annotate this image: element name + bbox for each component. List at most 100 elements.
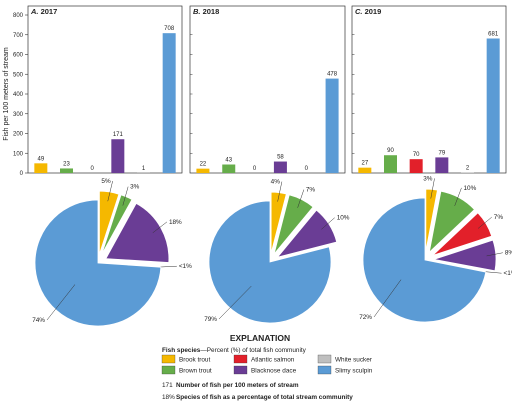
bar-value-label-slimy-sculpin: 681 — [488, 32, 499, 38]
pie-label-slimy-sculpin: 79% — [204, 316, 217, 323]
pie-leader-slimy-sculpin — [46, 284, 76, 321]
pie-label-white-sucker: <1% — [504, 270, 512, 277]
legend-label-slimy-sculpin: Slimy sculpin — [335, 368, 373, 375]
pie-leader-brook-trout — [277, 181, 283, 202]
bar-value-label-blacknose-dace: 79 — [438, 150, 445, 156]
pie-leader-slimy-sculpin — [373, 279, 402, 318]
swatch-white-sucker — [317, 354, 332, 364]
y-tick-label: 300 — [13, 112, 24, 118]
swatch-atlantic-salmon — [233, 354, 248, 364]
pie-leader-white-sucker — [160, 265, 177, 268]
y-tick-label: 700 — [13, 33, 24, 39]
pie-leader-blacknose-dace — [486, 252, 503, 257]
bar-blacknose-dace — [111, 139, 125, 173]
pie-slice-brook-trout — [99, 190, 120, 255]
pie-slice-brown-trout — [428, 190, 476, 254]
pie-slice-slimy-sculpin — [34, 199, 162, 327]
pie-label-brown-trout: 7% — [306, 187, 316, 194]
legend-label-brook-trout: Brook trout — [179, 357, 210, 364]
swatch-slimy-sculpin — [317, 365, 332, 375]
bar-value-label-brown-trout: 90 — [387, 148, 394, 154]
explanation-subtitle-rest: —Percent (%) of total fish community — [200, 347, 306, 354]
y-tick-label: 400 — [13, 92, 24, 98]
bar-panel-2018: B. 2018 22 43 0 58 0 478 — [189, 5, 346, 174]
bar-value-label-blacknose-dace: 58 — [277, 155, 284, 161]
bar-brown-trout — [384, 155, 397, 173]
explanation-note2-text: Species of fish as a percentage of total… — [176, 394, 353, 401]
bar-atlantic-salmon — [409, 159, 423, 173]
pie-leader-brown-trout — [297, 189, 305, 208]
pie-label-slimy-sculpin: 72% — [359, 314, 372, 321]
bar-value-label-blacknose-dace: 171 — [113, 132, 124, 138]
pie-label-atlantic-salmon: 7% — [494, 214, 504, 221]
panel-title: C. 2019 — [355, 7, 381, 16]
panel-year: 2019 — [365, 7, 382, 16]
bar-value-label-white-sucker: 0 — [305, 166, 309, 172]
bar-brown-trout — [60, 168, 73, 173]
explanation-subtitle-bold: Fish species — [162, 347, 201, 354]
bar-value-label-brown-trout: 23 — [63, 161, 70, 167]
pie-charts: 5% 3% 18% <1% 74% 4% 7% 10% 79% 3% 10% 7% 8% <1% 72% — [32, 175, 512, 327]
y-tick-label: 500 — [13, 72, 24, 78]
pie-leader-brook-trout — [107, 180, 113, 202]
pie-leader-brown-trout — [454, 187, 462, 206]
pie-2017: 5% 3% 18% <1% 74% — [32, 178, 192, 327]
pie-label-blacknose-dace: 18% — [169, 219, 182, 226]
bar-blacknose-dace — [435, 157, 449, 173]
legend-label-blacknose-dace: Blacknose dace — [251, 368, 297, 375]
pie-slice-brown-trout — [273, 194, 314, 255]
bar-brook-trout — [358, 167, 372, 173]
bar-slimy-sculpin — [162, 33, 176, 173]
legend-label-brown-trout: Brown trout — [179, 368, 212, 375]
y-axis-label: Fish per 100 meters of stream — [3, 47, 10, 141]
explanation-note1-text: Number of fish per 100 meters of stream — [176, 382, 299, 389]
y-tick-label: 600 — [13, 53, 24, 59]
bar-blacknose-dace — [273, 161, 287, 173]
bar-value-label-atlantic-salmon: 70 — [413, 152, 420, 158]
bar-value-label-slimy-sculpin: 478 — [327, 72, 338, 78]
y-tick-label: 200 — [13, 132, 24, 138]
pie-leader-brown-trout — [122, 186, 129, 206]
bar-brook-trout — [196, 168, 210, 173]
panel-letter: A. — [30, 7, 41, 16]
pie-slice-slimy-sculpin — [208, 200, 332, 324]
pie-slice-atlantic-salmon — [432, 212, 493, 256]
y-tick-label: 800 — [13, 13, 24, 19]
pie-slice-blacknose-dace — [433, 239, 497, 272]
pie-label-blacknose-dace: 10% — [337, 215, 350, 222]
pie-slice-blacknose-dace — [105, 202, 170, 263]
explanation-subtitle: Fish species—Percent (%) of total fish c… — [162, 347, 307, 354]
bar-value-label-atlantic-salmon: 0 — [90, 166, 94, 172]
pie-label-slimy-sculpin: 74% — [32, 317, 45, 324]
bar-panel-2019: C. 2019 27 90 70 79 2 681 — [351, 5, 507, 174]
explanation: EXPLANATION Fish species—Percent (%) of … — [161, 333, 373, 401]
bar-value-label-brook-trout: 22 — [200, 162, 207, 168]
pie-2018: 4% 7% 10% 79% — [204, 179, 350, 324]
pie-label-brown-trout: 3% — [130, 184, 140, 191]
bar-brook-trout — [34, 163, 48, 173]
pie-leader-atlantic-salmon — [477, 216, 492, 229]
bar-slimy-sculpin — [325, 78, 339, 173]
pie-leader-blacknose-dace — [321, 217, 335, 230]
explanation-title: EXPLANATION — [230, 333, 290, 343]
pie-leader-white-sucker — [485, 271, 502, 274]
panel-letter: C. — [355, 7, 365, 16]
bar-value-label-white-sucker: 2 — [466, 166, 470, 172]
pie-slice-brook-trout — [425, 188, 438, 252]
bar-value-label-brook-trout: 49 — [37, 156, 44, 162]
pie-label-brook-trout: 3% — [423, 175, 433, 182]
bar-value-label-white-sucker: 1 — [142, 166, 146, 172]
bar-value-label-atlantic-salmon: 0 — [253, 166, 257, 172]
pie-slice-blacknose-dace — [276, 209, 338, 258]
y-tick-label: 0 — [20, 171, 24, 177]
panel-title: A. 2017 — [30, 7, 57, 16]
bar-value-label-slimy-sculpin: 708 — [164, 26, 175, 32]
panel-frame — [27, 5, 183, 174]
pie-label-blacknose-dace: 8% — [505, 250, 512, 257]
bar-value-label-brown-trout: 43 — [225, 158, 232, 164]
panel-frame — [351, 5, 507, 174]
bar-brown-trout — [222, 164, 236, 173]
panel-frame — [189, 5, 346, 174]
legend-label-atlantic-salmon: Atlantic salmon — [251, 357, 295, 364]
